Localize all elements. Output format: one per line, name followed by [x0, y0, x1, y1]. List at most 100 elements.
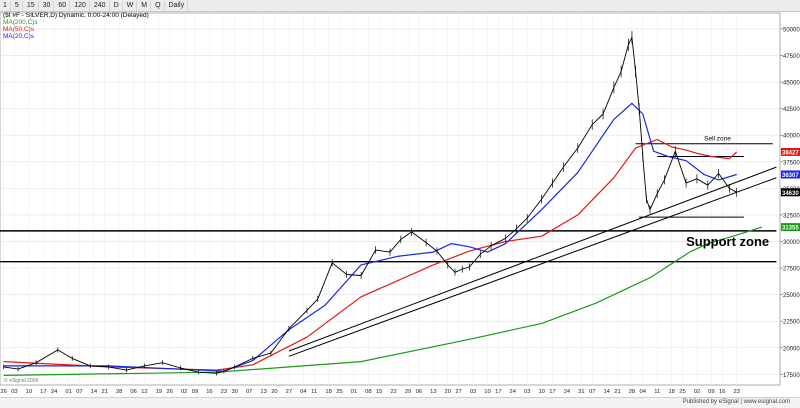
x-tick-label: 25: [336, 389, 342, 395]
x-tick-label: 19: [156, 389, 162, 395]
toolbar-button-1[interactable]: 1: [0, 0, 11, 11]
x-tick-label: 07: [76, 389, 82, 395]
toolbar-button-w[interactable]: W: [124, 0, 138, 11]
x-tick-label: 28: [629, 389, 635, 395]
x-tick-label: 04: [300, 389, 307, 395]
x-tick-label: 31: [578, 389, 584, 395]
x-tick-label: 12: [141, 389, 147, 395]
x-tick-label: 10: [484, 389, 490, 395]
x-tick-label: 24: [564, 389, 571, 395]
x-tick-label: 06: [130, 389, 136, 395]
toolbar-button-d[interactable]: D: [111, 0, 123, 11]
x-tick-label: 17: [549, 389, 555, 395]
x-tick-label: 27: [286, 389, 292, 395]
ma-label-20: MA(20,C)s: [3, 33, 35, 40]
x-tick-label: 02: [181, 389, 187, 395]
price-chart[interactable]: 1750020000225002500027500300003250035000…: [0, 11, 800, 397]
y-tick-label: 40000: [783, 134, 800, 140]
toolbar-button-m[interactable]: M: [138, 0, 152, 11]
x-tick-label: 06: [416, 389, 422, 395]
symbol-line: ($I #F - SILVER,D) Dynamic, 0:00-24:00 (…: [3, 12, 149, 19]
x-tick-label: 23: [221, 389, 227, 395]
esignal-watermark: © eSignal 2009: [4, 377, 38, 384]
x-tick-label: 17: [40, 389, 46, 395]
y-tick-label: 22500: [783, 320, 800, 326]
price-tag-label: 36307: [782, 173, 799, 179]
x-tick-label: 26: [0, 389, 6, 395]
price-series: [3, 36, 737, 374]
x-tick-label: 02: [694, 389, 700, 395]
x-tick-label: 09: [192, 389, 198, 395]
x-tick-label: 20: [271, 389, 277, 395]
x-tick-label: 16: [206, 389, 212, 395]
price-tag: [781, 188, 800, 197]
y-tick-label: 50000: [783, 27, 800, 33]
x-tick-label: 03: [11, 389, 17, 395]
toolbar-button-daily[interactable]: Daily: [166, 0, 189, 11]
y-tick-label: 30000: [783, 240, 800, 246]
x-tick-label: 18: [325, 389, 331, 395]
toolbar-button-240[interactable]: 240: [91, 0, 110, 11]
y-tick-label: 47500: [783, 54, 800, 60]
x-tick-label: 07: [246, 389, 252, 395]
x-tick-label: 29: [405, 389, 411, 395]
support-zone-label: Support zone: [686, 234, 769, 249]
x-tick-label: 23: [733, 389, 739, 395]
y-tick-label: 20000: [783, 346, 800, 352]
x-tick-label: 13: [430, 389, 436, 395]
x-tick-label: 03: [524, 389, 530, 395]
toolbar-button-5[interactable]: 5: [12, 0, 23, 11]
ma-series-20: [3, 102, 737, 372]
ma-series-200: [3, 226, 763, 376]
x-tick-label: 14: [603, 389, 610, 395]
x-tick-label: 25: [679, 389, 685, 395]
x-tick-label: 21: [614, 389, 620, 395]
price-tag-label: 38427: [782, 150, 799, 156]
toolbar-button-60[interactable]: 60: [55, 0, 71, 11]
x-tick-label: 26: [166, 389, 172, 395]
x-tick-label: 20: [445, 389, 451, 395]
x-tick-label: 15: [376, 389, 382, 395]
ma-label-50: MA(50,C)s: [3, 26, 35, 33]
sell-zone-label: Sell zone: [704, 136, 731, 143]
x-tick-label: 16: [719, 389, 725, 395]
x-tick-label: 18: [668, 389, 674, 395]
footer: Published by eSignal | www.esignal.com: [0, 397, 800, 408]
y-tick-label: 17500: [783, 373, 800, 379]
y-tick-label: 25000: [783, 293, 800, 299]
price-tag: [781, 223, 800, 232]
trendline-upper: [288, 166, 777, 352]
trendline-lower: [288, 177, 777, 357]
x-tick-label: 14: [91, 389, 98, 395]
y-tick-label: 27500: [783, 267, 800, 273]
toolbar: 1 5 15 30 60 120 240 D W M Q Daily: [0, 0, 800, 12]
y-tick-label: 37500: [783, 160, 800, 166]
toolbar-button-120[interactable]: 120: [71, 0, 90, 11]
x-tick-label: 08: [365, 389, 371, 395]
ma-label-200: MA(200,C)s: [3, 19, 38, 26]
toolbar-button-15[interactable]: 15: [24, 0, 39, 11]
x-tick-label: 24: [510, 389, 517, 395]
x-tick-label: 01: [351, 389, 357, 395]
y-tick-label: 42500: [783, 107, 800, 113]
x-tick-label: 28: [116, 389, 122, 395]
plot-area: [0, 12, 781, 386]
x-tick-label: 24: [51, 389, 58, 395]
toolbar-button-30[interactable]: 30: [40, 0, 55, 11]
x-tick-label: 09: [708, 389, 714, 395]
x-tick-label: 22: [390, 389, 396, 395]
price-tag: [781, 170, 800, 179]
toolbar-button-q[interactable]: Q: [152, 0, 165, 11]
y-tick-label: 45000: [783, 81, 800, 87]
x-tick-label: 30: [231, 389, 237, 395]
x-tick-label: 01: [65, 389, 71, 395]
x-tick-label: 10: [26, 389, 32, 395]
x-tick-label: 27: [455, 389, 461, 395]
x-tick-label: 11: [311, 389, 317, 395]
x-tick-label: 03: [470, 389, 476, 395]
price-tag: [781, 147, 800, 156]
x-tick-label: 10: [538, 389, 544, 395]
x-tick-label: 07: [589, 389, 595, 395]
ma-series-50: [3, 138, 738, 371]
x-tick-label: 13: [260, 389, 266, 395]
